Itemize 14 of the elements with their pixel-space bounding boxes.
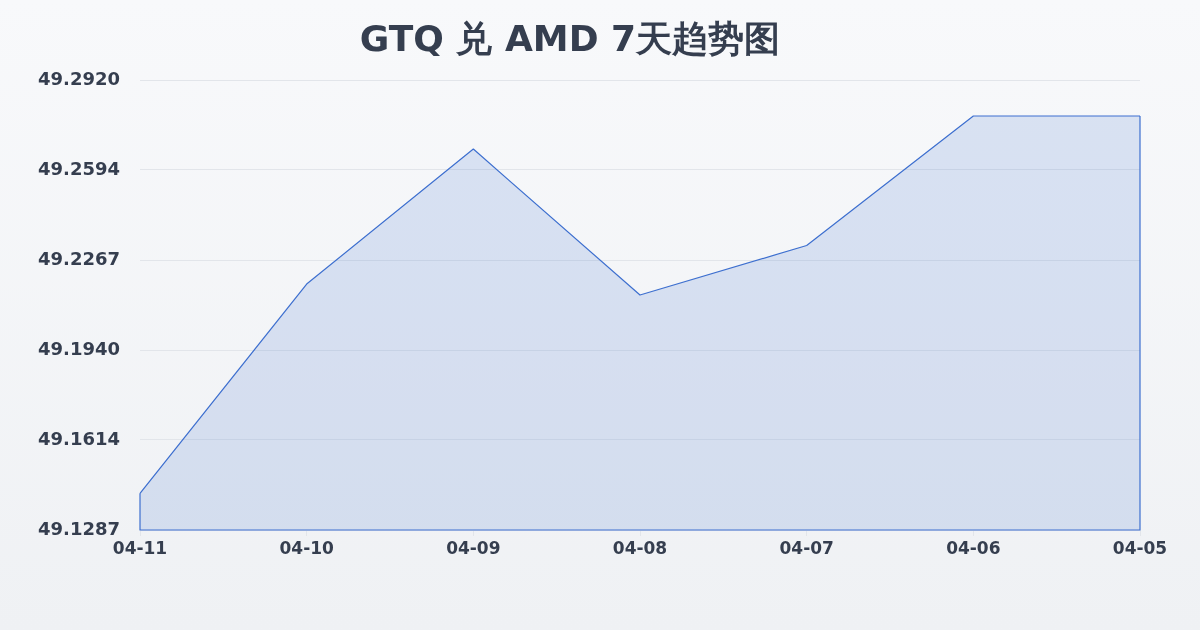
y-tick-label: 49.2920 <box>38 67 120 89</box>
y-tick-label: 49.2267 <box>38 247 120 269</box>
x-tick-label: 04-05 <box>1112 537 1168 558</box>
x-tick-label: 04-06 <box>946 537 1001 558</box>
x-tick-label: 04-09 <box>446 537 501 558</box>
x-tick-label: 04-08 <box>612 537 668 558</box>
y-tick-label: 49.1940 <box>38 337 120 359</box>
x-tick-label: 04-07 <box>779 537 834 558</box>
x-tick-label: 04-11 <box>112 537 168 558</box>
x-tick-label: 04-10 <box>279 537 335 558</box>
chart-title: GTQ 兑 AMD 7天趋势图 <box>359 17 781 59</box>
y-tick-label: 49.1614 <box>38 427 120 449</box>
y-tick-label: 49.2594 <box>38 157 120 179</box>
y-tick-label: 49.1287 <box>38 517 120 539</box>
